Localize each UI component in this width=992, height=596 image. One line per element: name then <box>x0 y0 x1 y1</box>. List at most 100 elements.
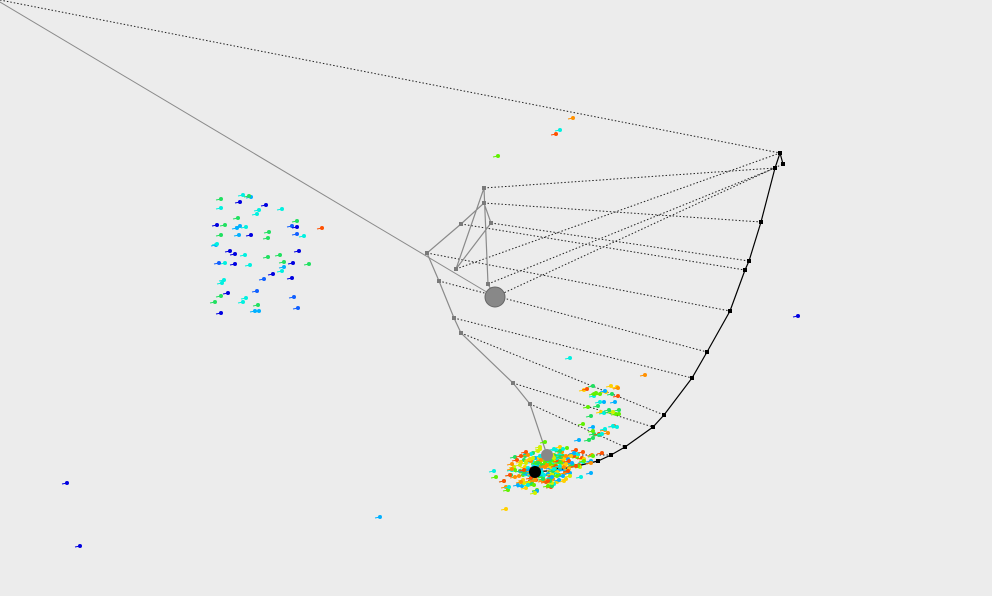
particle-dot <box>228 249 232 253</box>
particle-dot <box>220 281 224 285</box>
particle-dot <box>577 438 581 442</box>
particle-dot <box>603 427 607 431</box>
particle-dot <box>522 468 526 472</box>
particle-dot <box>233 252 237 256</box>
particle-dot <box>562 457 566 461</box>
particle-dot <box>520 484 524 488</box>
black-trajectory-node <box>705 350 709 354</box>
particle-dot <box>215 242 219 246</box>
particle-dot <box>255 212 259 216</box>
particle-dot <box>219 206 223 210</box>
gray-trajectory-line <box>426 187 548 456</box>
particle-dot <box>249 233 253 237</box>
particle-dot <box>607 408 611 412</box>
dotted-link <box>438 280 708 353</box>
particle-dot <box>295 232 299 236</box>
particle-dot <box>611 424 615 428</box>
particle-dot <box>532 483 536 487</box>
particle-dot <box>302 234 306 238</box>
dotted-link-group <box>0 0 784 456</box>
particle-dot <box>546 472 550 476</box>
particle-dot <box>378 515 382 519</box>
particle-dot <box>587 438 591 442</box>
particle-dot <box>222 278 226 282</box>
particle-dot <box>65 481 69 485</box>
particle-dot <box>615 425 619 429</box>
particle-dot <box>517 474 521 478</box>
particle-dot <box>610 392 614 396</box>
particle-dot <box>589 471 593 475</box>
dotted-link <box>494 163 784 298</box>
particle-dot <box>282 265 286 269</box>
black-trajectory-node <box>596 459 600 463</box>
particle-dot <box>271 272 275 276</box>
particle-dot <box>278 253 282 257</box>
particle-dot <box>561 474 565 478</box>
particle-dot <box>280 207 284 211</box>
particle-dot <box>552 467 556 471</box>
gray-trajectory-node <box>528 402 532 406</box>
particle-dot <box>550 484 554 488</box>
gray-trajectory-node <box>452 316 456 320</box>
particle-dot <box>600 451 604 455</box>
gray-trajectory-node <box>482 201 486 205</box>
black-trajectory-node <box>778 151 782 155</box>
particle-dot <box>297 249 301 253</box>
particle-dot <box>296 306 300 310</box>
particle-dot <box>519 460 523 464</box>
particle-dot <box>496 154 500 158</box>
gray-path-group <box>0 1 549 457</box>
black-trajectory-node <box>781 162 785 166</box>
particle-dot <box>238 200 242 204</box>
particle-dot <box>561 447 565 451</box>
gray-trajectory-node <box>454 267 458 271</box>
black-trajectory-node <box>743 268 747 272</box>
particle-dot <box>589 461 593 465</box>
dotted-link <box>460 332 665 416</box>
particle-dot <box>292 295 296 299</box>
particle-dot <box>570 461 574 465</box>
particle-dot <box>586 405 590 409</box>
particle-dot <box>262 277 266 281</box>
particle-dot <box>266 255 270 259</box>
particle-dot <box>257 309 261 313</box>
particle-dot <box>238 224 242 228</box>
gray-trajectory-node <box>459 222 463 226</box>
particle-dot <box>557 478 561 482</box>
particle-dot <box>255 289 259 293</box>
particle-dot <box>257 208 261 212</box>
particle-dot <box>591 425 595 429</box>
particle-dot <box>510 462 514 466</box>
particle-dot <box>502 479 506 483</box>
particle-dot <box>558 445 562 449</box>
particle-dot <box>524 461 528 465</box>
particle-dot <box>519 480 523 484</box>
particle-dot <box>579 475 583 479</box>
gray-trajectory-node <box>425 251 429 255</box>
particle-dot <box>617 408 621 412</box>
particle-dot <box>241 300 245 304</box>
particle-dot <box>494 475 498 479</box>
particle-dot <box>233 262 237 266</box>
particle-dot <box>526 483 530 487</box>
particle-dot <box>581 450 585 454</box>
particle-dot <box>541 477 545 481</box>
particle-dot <box>217 261 221 265</box>
particle-dot <box>307 262 311 266</box>
dotted-link <box>483 202 762 223</box>
particle-dot <box>253 309 257 313</box>
particle-dot <box>219 197 223 201</box>
particle-dot <box>223 223 227 227</box>
gray-large-marker <box>484 286 506 308</box>
particle-dot <box>569 454 573 458</box>
particle-dot <box>643 373 647 377</box>
particle-dot <box>558 449 562 453</box>
particle-dot <box>591 436 595 440</box>
particle-dot <box>235 226 239 230</box>
particle-dot <box>581 422 585 426</box>
gray-trajectory-node <box>511 381 515 385</box>
particle-dot <box>796 314 800 318</box>
particle-dot <box>572 451 576 455</box>
particle-dot <box>543 440 547 444</box>
